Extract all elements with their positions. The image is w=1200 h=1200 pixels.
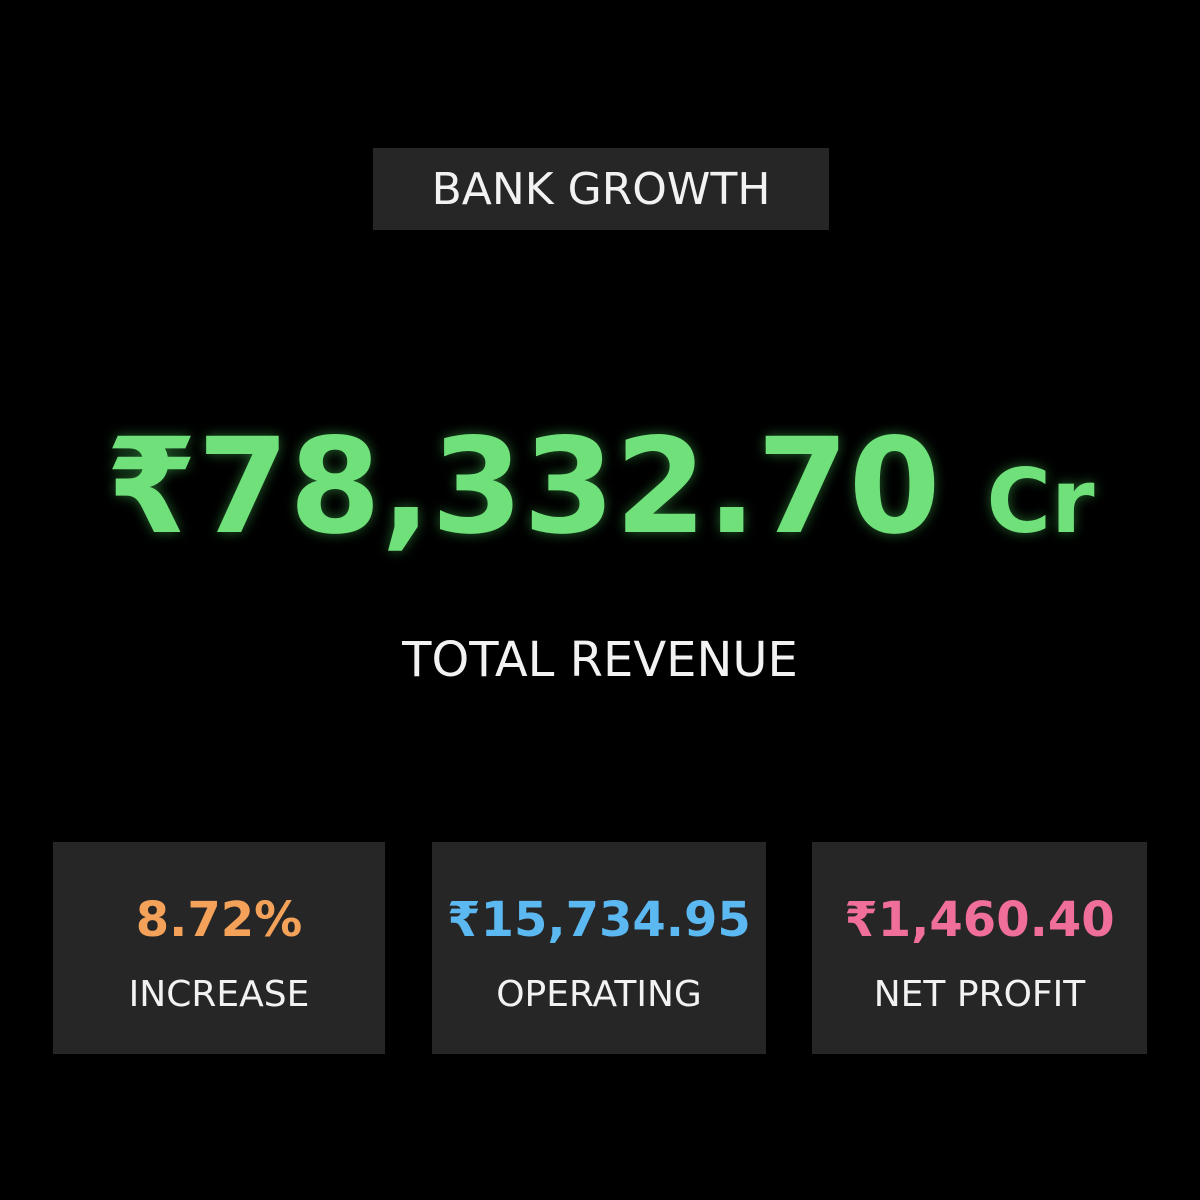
stat-value: ₹15,734.95 <box>447 892 751 948</box>
stat-card: ₹1,460.40 NET PROFIT <box>812 842 1147 1054</box>
stat-card: 8.72% INCREASE <box>53 842 385 1054</box>
stat-label: NET PROFIT <box>873 974 1086 1015</box>
stat-card: ₹15,734.95 OPERATING <box>432 842 766 1054</box>
value: ₹78,332.70 <box>105 410 941 564</box>
stat-label: INCREASE <box>128 974 310 1015</box>
total-revenue-value: ₹78,332.70 Cr <box>0 410 1200 564</box>
title: BANK GROWTH <box>431 163 771 215</box>
stat-label: OPERATING <box>496 974 702 1015</box>
total-revenue-label: TOTAL REVENUE <box>402 632 798 688</box>
stat-value: 8.72% <box>135 892 303 948</box>
unit: Cr <box>986 450 1095 553</box>
stat-value: ₹1,460.40 <box>844 892 1115 948</box>
title-box: BANK GROWTH <box>373 148 829 230</box>
